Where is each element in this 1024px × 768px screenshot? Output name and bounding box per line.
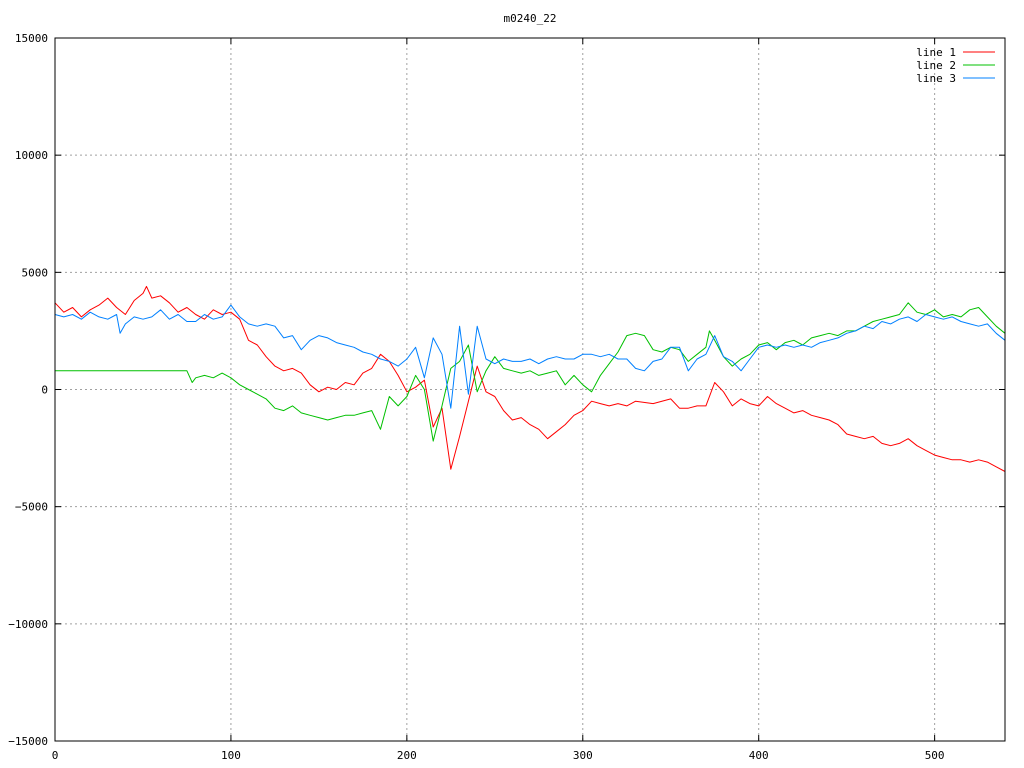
y-tick-label: −15000 bbox=[8, 735, 48, 748]
y-tick-labels: −15000 −10000 −5000 0 5000 10000 15000 bbox=[8, 32, 48, 748]
grid bbox=[54, 37, 1005, 742]
x-tick-label: 400 bbox=[749, 749, 769, 762]
x-tick-label: 100 bbox=[221, 749, 241, 762]
series-lines bbox=[54, 285, 1006, 472]
series-line-3 bbox=[54, 304, 1006, 409]
x-tick-labels: 0 100 200 300 400 500 bbox=[52, 749, 945, 762]
legend-label: line 3 bbox=[916, 72, 956, 85]
series-line-2 bbox=[55, 302, 1006, 442]
x-tick-label: 200 bbox=[397, 749, 417, 762]
plot-frame bbox=[54, 37, 1006, 742]
y-tick-label: 10000 bbox=[15, 149, 48, 162]
y-tick-label: 0 bbox=[41, 384, 48, 397]
y-tick-label: 5000 bbox=[22, 266, 49, 279]
y-tick-label: −10000 bbox=[8, 618, 48, 631]
y-tick-label: −5000 bbox=[15, 501, 48, 514]
x-tick-label: 500 bbox=[925, 749, 945, 762]
x-tick-label: 300 bbox=[573, 749, 593, 762]
chart-title: m0240_22 bbox=[504, 12, 557, 25]
legend-label: line 2 bbox=[916, 59, 956, 72]
series-line-1 bbox=[54, 285, 1006, 472]
y-tick-label: 15000 bbox=[15, 32, 48, 45]
x-tick-label: 0 bbox=[52, 749, 59, 762]
legend-label: line 1 bbox=[916, 46, 956, 59]
